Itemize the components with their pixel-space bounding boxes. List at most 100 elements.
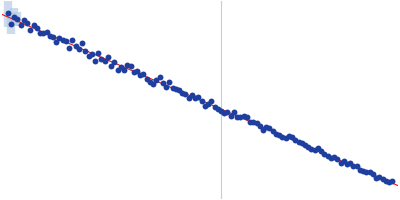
Point — [127, 64, 134, 67]
Point — [144, 77, 150, 80]
Point — [315, 146, 321, 149]
Point — [350, 165, 357, 168]
Point — [260, 129, 266, 132]
Point — [153, 79, 160, 82]
Point — [256, 125, 263, 128]
Point — [292, 139, 298, 142]
Point — [11, 15, 18, 18]
Point — [150, 82, 156, 86]
Point — [263, 126, 270, 129]
Point — [130, 71, 137, 74]
Point — [363, 170, 370, 173]
Point — [34, 26, 40, 29]
Point — [189, 94, 195, 97]
Point — [270, 129, 276, 132]
Point — [308, 148, 315, 151]
Point — [228, 114, 234, 117]
Point — [250, 121, 256, 124]
Point — [373, 176, 379, 179]
Point — [121, 69, 127, 72]
Point — [231, 110, 237, 113]
Point — [111, 60, 118, 63]
Point — [214, 108, 221, 111]
Point — [328, 156, 334, 159]
Point — [321, 153, 328, 156]
Point — [318, 150, 324, 153]
Point — [140, 73, 147, 76]
Point — [50, 36, 56, 39]
Point — [72, 44, 79, 47]
Point — [324, 154, 331, 157]
Point — [370, 172, 376, 176]
Point — [21, 19, 27, 22]
Point — [98, 57, 105, 60]
Point — [172, 88, 179, 91]
Point — [37, 31, 43, 34]
Point — [92, 59, 98, 62]
Point — [205, 102, 211, 105]
Point — [63, 40, 69, 43]
Point — [202, 104, 208, 108]
Point — [386, 181, 392, 184]
Point — [354, 164, 360, 167]
Point — [186, 97, 192, 100]
Point — [218, 110, 224, 113]
Point — [147, 81, 153, 84]
Point — [276, 133, 282, 136]
Point — [192, 97, 198, 100]
Point — [279, 135, 286, 138]
Point — [79, 42, 85, 45]
Point — [282, 136, 289, 139]
Point — [237, 116, 244, 119]
Point — [69, 39, 76, 42]
Point — [334, 157, 340, 160]
Point — [27, 29, 34, 32]
Point — [76, 47, 82, 50]
Point — [18, 24, 24, 27]
Point — [169, 86, 176, 89]
Point — [95, 52, 102, 55]
Point — [389, 180, 396, 183]
Point — [182, 93, 189, 96]
Point — [253, 122, 260, 125]
Point — [289, 136, 295, 139]
Point — [14, 18, 21, 21]
Point — [166, 81, 172, 84]
Point — [312, 148, 318, 151]
Point — [337, 161, 344, 164]
Point — [137, 73, 144, 76]
Point — [134, 69, 140, 72]
Point — [88, 53, 95, 56]
Point — [156, 76, 163, 79]
Point — [302, 144, 308, 147]
Point — [8, 22, 14, 25]
Point — [211, 105, 218, 109]
Point — [82, 49, 88, 52]
Point — [30, 23, 37, 27]
Point — [286, 135, 292, 138]
Point — [224, 111, 231, 114]
Point — [85, 54, 92, 57]
Point — [247, 120, 253, 124]
Point — [357, 168, 363, 171]
Point — [344, 163, 350, 166]
Point — [66, 46, 72, 49]
Point — [347, 161, 354, 165]
Point — [179, 91, 186, 94]
Point — [105, 56, 111, 59]
Point — [234, 115, 240, 118]
Point — [208, 100, 214, 103]
Point — [295, 140, 302, 143]
Point — [60, 39, 66, 42]
Point — [163, 85, 169, 88]
Point — [305, 145, 312, 148]
Point — [340, 160, 347, 163]
Point — [43, 31, 50, 34]
Point — [160, 82, 166, 85]
Point — [379, 177, 386, 180]
Point — [221, 111, 228, 114]
Point — [118, 66, 124, 69]
Point — [124, 63, 130, 66]
Point — [102, 59, 108, 62]
Point — [376, 176, 382, 179]
